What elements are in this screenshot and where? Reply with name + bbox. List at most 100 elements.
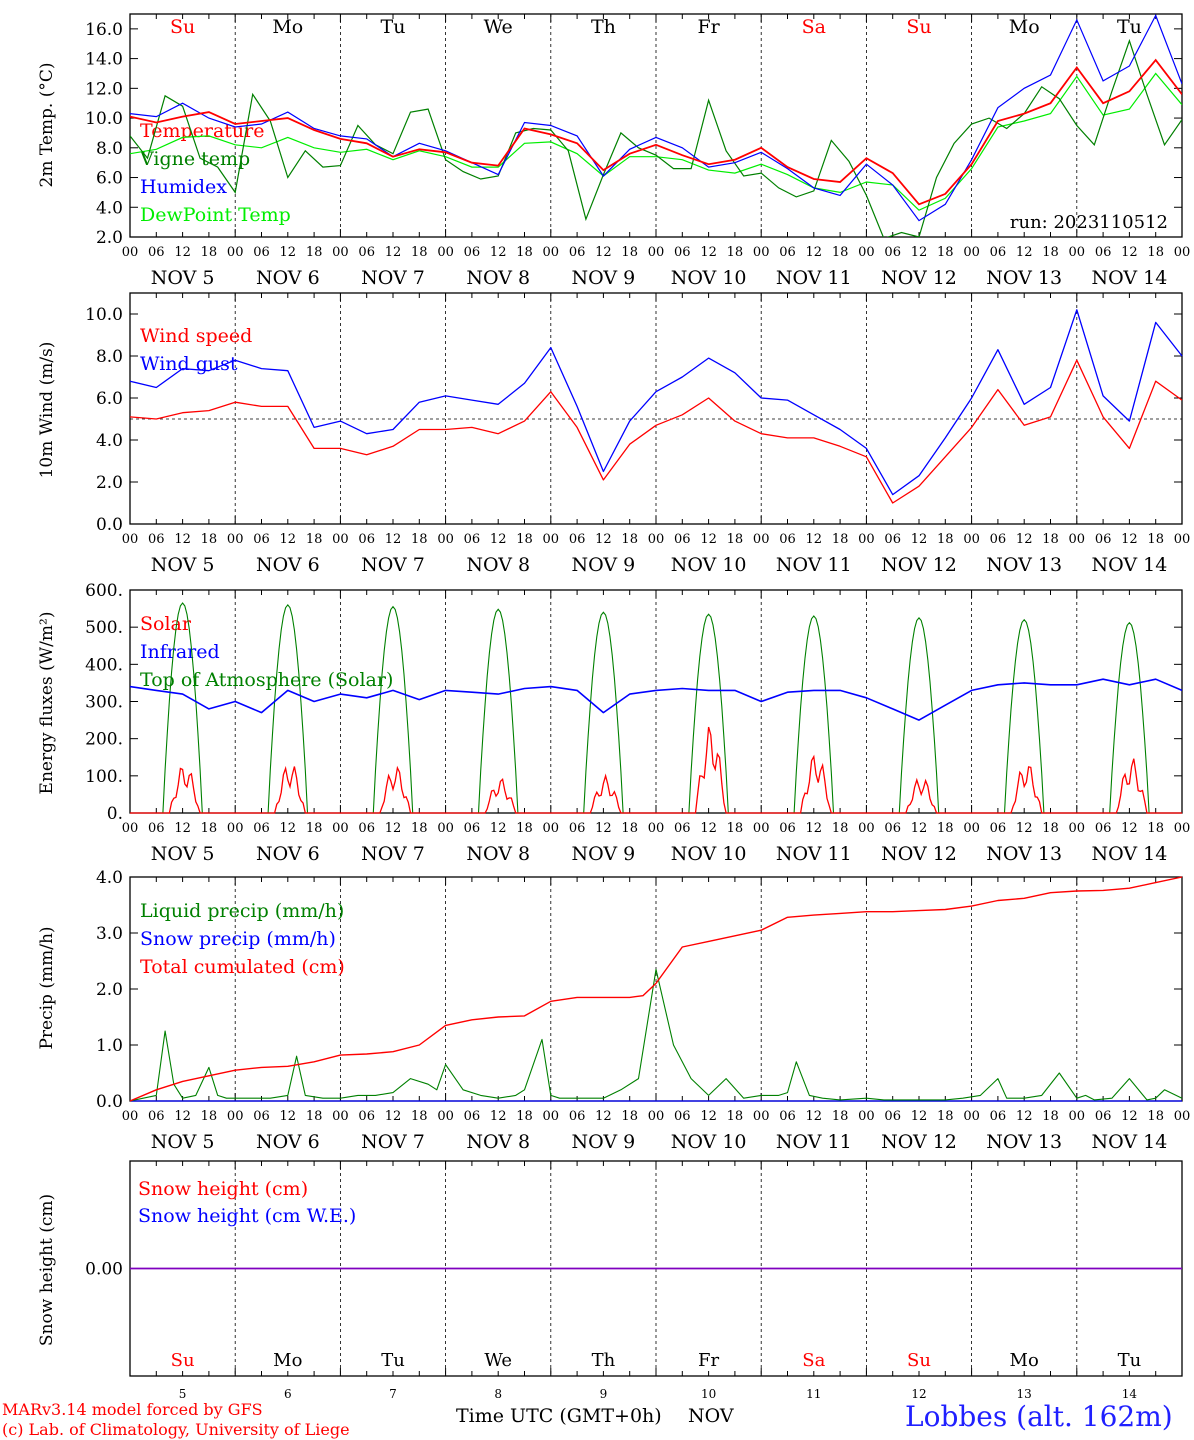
hour-label: 06	[779, 1109, 796, 1124]
date-label: NOV 5	[151, 267, 215, 289]
hour-label: 18	[516, 821, 533, 836]
hour-label: 12	[280, 532, 297, 547]
hour-label: 12	[700, 245, 717, 260]
hour-label: 00	[437, 532, 454, 547]
hour-label: 18	[1147, 821, 1164, 836]
hour-label: 18	[411, 245, 428, 260]
hour-label: 06	[674, 1109, 691, 1124]
hour-label: 00	[753, 245, 770, 260]
hour-label: 00	[1174, 245, 1191, 260]
hour-label: 00	[648, 1109, 665, 1124]
hour-label: 18	[937, 1109, 954, 1124]
hour-label: 00	[753, 532, 770, 547]
hour-label: 00	[332, 532, 349, 547]
legend-entry: Infrared	[140, 641, 220, 663]
hour-label: 12	[385, 821, 402, 836]
hour-label: 00	[858, 245, 875, 260]
series-line-wind-speed	[129, 359, 1183, 504]
legend-entry: Snow precip (mm/h)	[140, 928, 336, 950]
hour-label: 18	[1042, 1109, 1059, 1124]
hour-label: 06	[253, 245, 270, 260]
hour-label: 00	[1174, 821, 1191, 836]
date-label: NOV 9	[572, 267, 636, 289]
y-tick-label: 6.0	[96, 169, 123, 189]
date-label: NOV 12	[881, 843, 957, 865]
hour-label: 18	[411, 821, 428, 836]
series-line-wind-gust	[129, 309, 1183, 496]
hour-label: 12	[385, 245, 402, 260]
series-line-liquid-precip	[129, 968, 1183, 1102]
hour-label: 12	[806, 1109, 823, 1124]
hour-label: 06	[1095, 821, 1112, 836]
date-label: NOV 13	[986, 554, 1062, 576]
hour-label: 18	[1147, 245, 1164, 260]
hour-label: 06	[253, 1109, 270, 1124]
weekday-label: Tu	[1117, 16, 1142, 38]
weekday-label: Fr	[698, 1350, 719, 1371]
y-axis-title: 10m Wind (m/s)	[37, 342, 57, 479]
model-credit: MARv3.14 model forced by GFS	[2, 1400, 263, 1419]
y-axis-title: Precip (mm/h)	[37, 926, 57, 1049]
weekday-label: Su	[906, 16, 931, 38]
hour-label: 06	[884, 532, 901, 547]
date-label: NOV 14	[1091, 267, 1167, 289]
hour-label: 18	[727, 1109, 744, 1124]
legend-entry: Snow height (cm W.E.)	[138, 1205, 356, 1227]
month-label: NOV	[688, 1405, 734, 1427]
lab-credit: (c) Lab. of Climatology, University of L…	[2, 1420, 350, 1439]
y-tick-label: 14.0	[85, 50, 123, 70]
weekday-label: Tu	[381, 16, 406, 38]
hour-label: 18	[306, 1109, 323, 1124]
run-label: run: 2023110512	[1010, 212, 1168, 233]
hour-label: 00	[543, 245, 560, 260]
date-label: NOV 11	[776, 1131, 852, 1153]
hour-label: 00	[858, 1109, 875, 1124]
day-number-label: 10	[701, 1387, 716, 1401]
hour-label: 06	[884, 245, 901, 260]
legend-entry: Wind speed	[140, 325, 252, 347]
hour-label: 00	[1069, 821, 1086, 836]
date-label: NOV 5	[151, 843, 215, 865]
date-label: NOV 8	[466, 843, 530, 865]
series-line-solar	[130, 726, 1182, 814]
hour-label: 06	[779, 821, 796, 836]
hour-label: 18	[937, 245, 954, 260]
hour-label: 06	[148, 1109, 165, 1124]
hour-label: 00	[543, 821, 560, 836]
date-label: NOV 10	[671, 1131, 747, 1153]
date-label: NOV 13	[986, 1131, 1062, 1153]
date-label: NOV 10	[671, 843, 747, 865]
hour-label: 00	[963, 245, 980, 260]
hour-label: 06	[358, 1109, 375, 1124]
hour-label: 00	[437, 821, 454, 836]
y-tick-label: 10.0	[85, 109, 123, 129]
hour-label: 18	[937, 532, 954, 547]
hour-label: 06	[1095, 1109, 1112, 1124]
hour-label: 12	[1121, 1109, 1138, 1124]
hour-label: 18	[411, 1109, 428, 1124]
date-label: NOV 14	[1091, 554, 1167, 576]
date-label: NOV 8	[466, 1131, 530, 1153]
hour-label: 06	[990, 821, 1007, 836]
hour-label: 12	[700, 532, 717, 547]
hour-label: 12	[1121, 532, 1138, 547]
hour-label: 18	[727, 532, 744, 547]
weekday-label: Th	[592, 1350, 616, 1371]
y-tick-label: 2.0	[96, 980, 123, 1000]
date-label: NOV 9	[572, 554, 636, 576]
hour-label: 00	[437, 1109, 454, 1124]
hour-label: 18	[516, 1109, 533, 1124]
hour-label: 18	[727, 821, 744, 836]
y-tick-label: 0.0	[96, 1092, 123, 1112]
hour-label: 00	[122, 532, 139, 547]
hour-label: 18	[727, 245, 744, 260]
date-label: NOV 7	[361, 843, 425, 865]
y-tick-label: 0.0	[96, 515, 123, 535]
legend-entry: Liquid precip (mm/h)	[140, 900, 344, 922]
hour-label: 06	[569, 821, 586, 836]
hour-label: 18	[1147, 532, 1164, 547]
legend-entry: Top of Atmosphere (Solar)	[140, 669, 393, 691]
hour-label: 12	[700, 1109, 717, 1124]
hour-label: 00	[227, 821, 244, 836]
hour-label: 06	[358, 532, 375, 547]
